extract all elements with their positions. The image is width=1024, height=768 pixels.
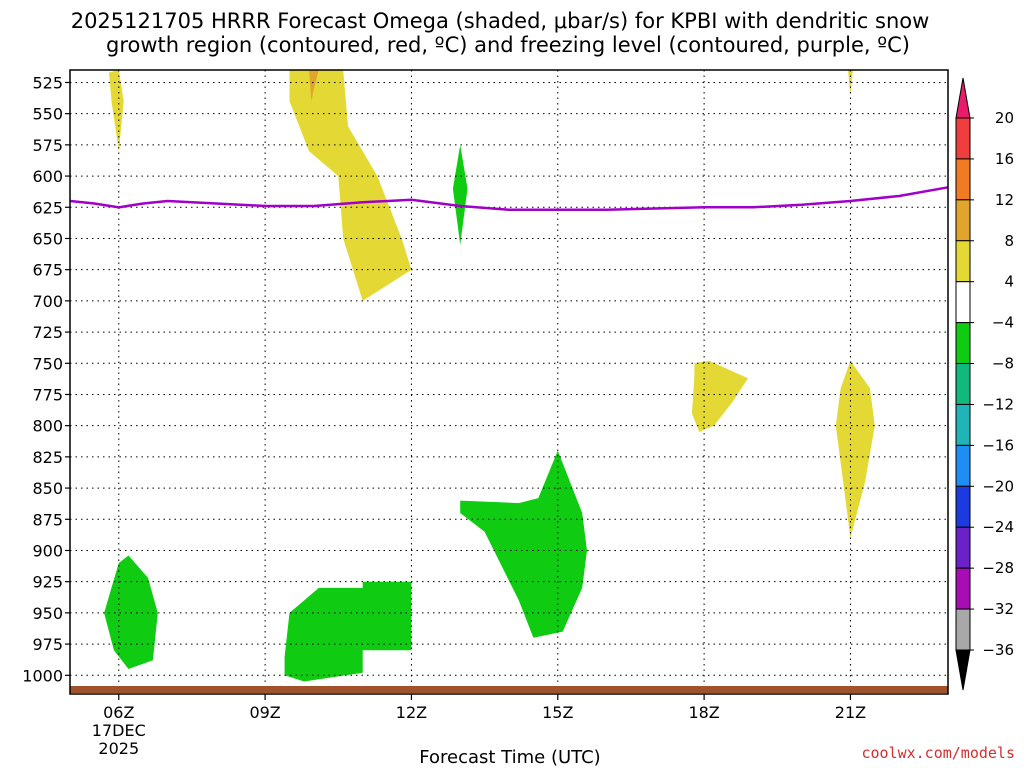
- colorbar-bottom-arrow: [956, 650, 970, 690]
- plot-area: [70, 70, 948, 694]
- colorbar-label: 20: [995, 109, 1014, 127]
- y-tick-label: 900: [32, 541, 63, 560]
- colorbar-label: −12: [982, 395, 1014, 413]
- colorbar-swatch: [956, 118, 970, 159]
- y-tick-label: 1000: [22, 666, 63, 685]
- colorbar-swatch: [956, 323, 970, 364]
- plot-frame-background: [70, 70, 948, 694]
- x-tick-label: 15Z: [542, 703, 573, 722]
- colorbar-swatch: [956, 364, 970, 405]
- y-tick-label: 525: [32, 73, 63, 92]
- y-tick-label: 800: [32, 417, 63, 436]
- x-tick-label: 06Z: [103, 703, 134, 722]
- colorbar-label: 16: [995, 150, 1014, 168]
- colorbar-top-arrow: [956, 78, 970, 118]
- x-axis-label: Forecast Time (UTC): [419, 747, 600, 768]
- colorbar-swatch: [956, 200, 970, 241]
- y-tick-label: 825: [32, 448, 63, 467]
- colorbar-label: −20: [982, 477, 1014, 495]
- colorbar-label: −8: [992, 355, 1014, 373]
- x-tick-label: 12Z: [396, 703, 427, 722]
- y-tick-label: 725: [32, 323, 63, 342]
- chart-title-line-1: 2025121705 HRRR Forecast Omega (shaded, …: [71, 9, 930, 33]
- y-tick-label: 925: [32, 573, 63, 592]
- x-tick-year-label: 2025: [98, 739, 139, 758]
- x-tick-date-label: 17DEC: [92, 721, 146, 740]
- y-axis: 525 550 575 600 625 650 675 700 725 750 775 800 825 8…: [22, 73, 70, 685]
- y-tick-label: 775: [32, 385, 63, 404]
- omega-cross-section-chart: 2025121705 HRRR Forecast Omega (shaded, …: [0, 0, 1024, 768]
- y-tick-label: 625: [32, 198, 63, 217]
- colorbar-label: −28: [982, 559, 1014, 577]
- colorbar-label: −32: [982, 600, 1014, 618]
- colorbar-label: −24: [982, 518, 1014, 536]
- colorbar-label: 4: [1004, 273, 1014, 291]
- colorbar-label: −16: [982, 436, 1014, 454]
- colorbar-label: 8: [1004, 232, 1014, 250]
- colorbar-label: −36: [982, 641, 1014, 659]
- y-tick-label: 975: [32, 635, 63, 654]
- y-tick-label: 550: [32, 105, 63, 124]
- credit-text: coolwx.com/models: [861, 744, 1015, 762]
- y-tick-label: 575: [32, 136, 63, 155]
- colorbar-swatch: [956, 404, 970, 445]
- y-tick-label: 850: [32, 479, 63, 498]
- colorbar-label: −4: [992, 314, 1014, 332]
- x-tick-label: 18Z: [688, 703, 719, 722]
- x-tick-label: 21Z: [835, 703, 866, 722]
- y-tick-label: 650: [32, 229, 63, 248]
- y-tick-label: 750: [32, 354, 63, 373]
- y-tick-label: 950: [32, 604, 63, 623]
- x-tick-label: 09Z: [249, 703, 280, 722]
- colorbar-swatch: [956, 159, 970, 200]
- colorbar-swatch: [956, 282, 970, 323]
- colorbar-swatch: [956, 445, 970, 486]
- colorbar-swatch: [956, 527, 970, 568]
- chart-title-line-2: growth region (contoured, red, ºC) and f…: [106, 33, 910, 57]
- colorbar-label: 12: [995, 191, 1014, 209]
- y-tick-label: 875: [32, 510, 63, 529]
- y-tick-label: 600: [32, 167, 63, 186]
- y-tick-label: 700: [32, 292, 63, 311]
- colorbar-swatch: [956, 486, 970, 527]
- colorbar-swatch: [956, 568, 970, 609]
- colorbar-swatch: [956, 241, 970, 282]
- colorbar: 20 16 12 8 4 −4 −8 −12 −16 −20 −24 −28 −32 −36: [956, 78, 1014, 690]
- ground-surface: [70, 686, 948, 693]
- colorbar-swatch: [956, 609, 970, 650]
- y-tick-label: 675: [32, 261, 63, 280]
